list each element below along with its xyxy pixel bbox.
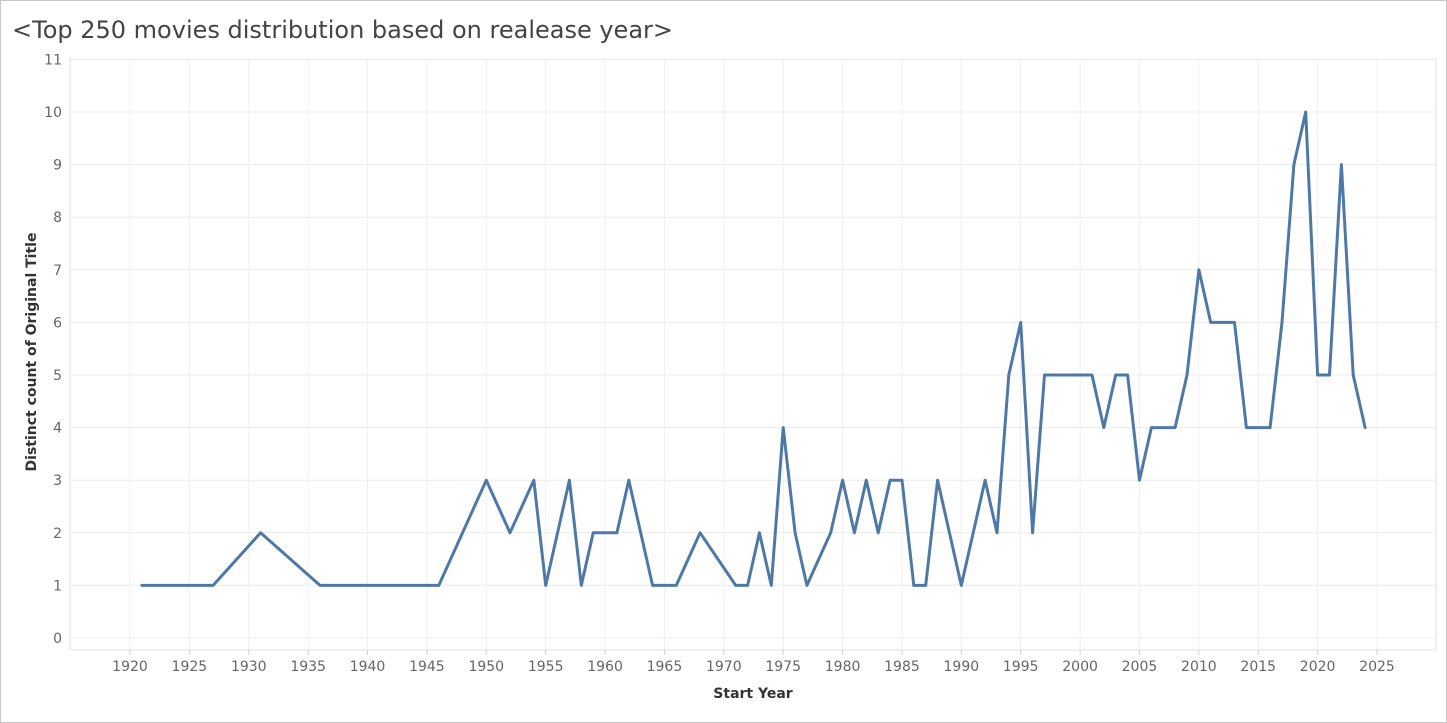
x-tick-label: 2000 bbox=[1062, 659, 1098, 675]
x-tick-label: 1940 bbox=[350, 659, 386, 675]
y-tick-label: 9 bbox=[53, 158, 62, 174]
data-lines bbox=[140, 110, 1367, 587]
y-tick-label: 10 bbox=[44, 105, 62, 121]
x-tick-label: 1995 bbox=[1003, 659, 1039, 675]
y-tick-label: 4 bbox=[53, 421, 62, 437]
y-axis-ticks: 0 1 2 3 4 5 6 7 8 9 10 11 bbox=[44, 52, 62, 647]
chart-title: <Top 250 movies distribution based on re… bbox=[12, 16, 674, 44]
y-tick-label: 2 bbox=[53, 526, 62, 542]
x-tick-label: 1955 bbox=[528, 659, 564, 675]
x-tick-label: 2005 bbox=[1122, 659, 1158, 675]
x-tick-label: 1985 bbox=[884, 659, 920, 675]
y-tick-label: 0 bbox=[53, 631, 62, 647]
y-tick-label: 11 bbox=[44, 52, 62, 68]
x-axis-ticks: 1920 1925 1930 1935 1940 1945 1950 1955 1960 1965… bbox=[112, 650, 1395, 675]
x-tick-label: 2020 bbox=[1300, 659, 1336, 675]
x-tick-label: 2015 bbox=[1240, 659, 1276, 675]
x-tick-label: 2010 bbox=[1181, 659, 1217, 675]
y-tick-label: 8 bbox=[53, 210, 62, 226]
y-tick-label: 7 bbox=[53, 263, 62, 279]
x-tick-label: 1920 bbox=[112, 659, 148, 675]
x-tick-label: 1990 bbox=[944, 659, 980, 675]
x-tick-label: 1975 bbox=[765, 659, 801, 675]
x-tick-label: 1945 bbox=[409, 659, 445, 675]
series-line[interactable] bbox=[140, 110, 1367, 587]
y-tick-label: 6 bbox=[53, 315, 62, 331]
x-tick-label: 2025 bbox=[1359, 659, 1395, 675]
y-tick-label: 1 bbox=[53, 578, 62, 594]
grid-lines bbox=[69, 58, 1437, 651]
x-tick-label: 1935 bbox=[290, 659, 326, 675]
y-tick-label: 3 bbox=[53, 473, 62, 489]
x-tick-label: 1965 bbox=[647, 659, 683, 675]
x-tick-label: 1930 bbox=[231, 659, 267, 675]
y-axis-label: Distinct count of Original Title bbox=[24, 233, 40, 472]
x-tick-label: 1970 bbox=[706, 659, 742, 675]
y-tick-label: 5 bbox=[53, 368, 62, 384]
x-tick-label: 1925 bbox=[172, 659, 208, 675]
x-axis-label: Start Year bbox=[713, 686, 792, 702]
x-tick-label: 1950 bbox=[468, 659, 504, 675]
x-tick-label: 1980 bbox=[825, 659, 861, 675]
x-tick-label: 1960 bbox=[587, 659, 623, 675]
